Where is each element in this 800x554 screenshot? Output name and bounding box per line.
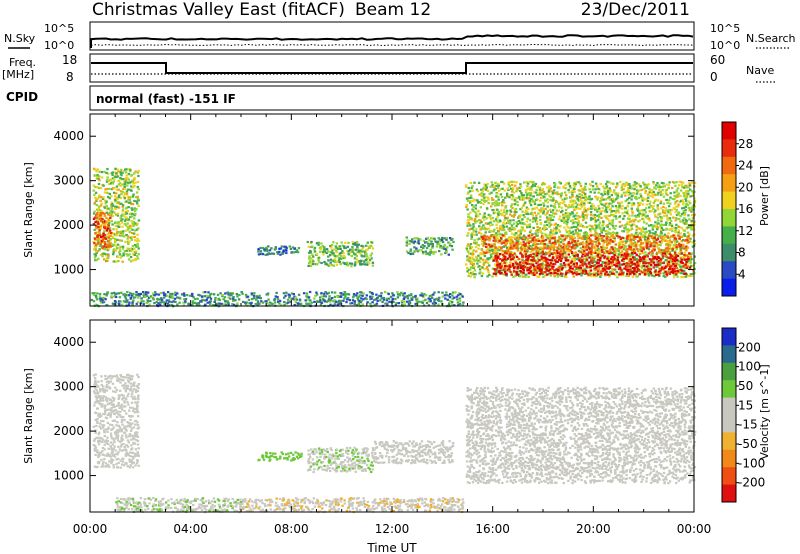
y-tick-label: 1000 [53,469,84,483]
frequency-panel [89,53,695,83]
noise-panel [89,21,695,51]
colorbar-tick-label: 28 [738,137,753,151]
data-region [92,212,113,249]
cpid-label: CPID [6,90,38,104]
nave-label: Nave [746,64,774,77]
power-panel-frame [89,113,695,307]
power-heatmap [90,167,697,308]
colorbar-tick-label: -15 [738,418,758,432]
data-region [306,446,375,474]
freq-tick-high: 18 [62,53,77,67]
noise-tick-low-right: 10^0 [710,39,740,52]
colorbar-tick-label: -200 [738,476,765,490]
nave-tick-low: 0 [710,70,718,84]
data-region [405,236,455,256]
data-region [115,496,243,514]
nave-tick-high: 60 [710,53,725,67]
nsky-trace [90,34,694,48]
cpid-panel [89,85,695,111]
y-tick-label: 4000 [53,335,84,349]
data-region [90,290,465,308]
power-colorbar: 4 8 12 16 20 24 28 [721,121,753,297]
data-region [241,497,465,514]
data-region [465,180,697,279]
colorbar-tick-label: 16 [738,202,753,216]
colorbar-tick-label: 50 [738,379,753,393]
power-axes: 1000 2000 3000 4000 [53,114,695,306]
y-tick-label: 3000 [53,380,84,394]
y-tick-label: 2000 [53,424,84,438]
data-region [92,373,141,469]
velocity-ylabel: Slant Range [km] [22,368,35,464]
freq-unit: [MHz] [2,68,34,81]
time-axis-ticks: 00:00 04:00 08:00 12:00 16:00 20:00 00:00 [73,522,712,536]
beam-label: Beam 12 [355,0,431,20]
colorbar-tick-label: 100 [738,360,761,374]
data-region [492,251,692,276]
velocity-axes: 1000 2000 3000 4000 [53,320,695,512]
noise-tick-high-right: 10^5 [710,22,740,35]
colorbar-tick-label: 12 [738,224,753,238]
data-region [372,440,455,465]
colorbar-tick-label: -100 [738,456,765,470]
data-region [257,451,303,462]
date-label: 23/Dec/2011 [581,0,690,20]
y-tick-label: 1000 [53,263,84,277]
time-axis-label: Time UT [366,541,417,554]
velocity-colorbar-label: Velocity [m s^-1] [758,364,771,459]
noise-tick-high-left: 10^5 [44,22,74,35]
x-tick-label: 00:00 [677,522,712,536]
colorbar-tick-label: 200 [738,340,761,354]
nsearch-trace [90,43,694,47]
x-tick-label: 12:00 [375,522,410,536]
freq-tick-low: 8 [66,70,74,84]
colorbar-tick-label: -50 [738,437,758,451]
cpid-value: normal (fast) -151 IF [96,92,236,106]
y-tick-label: 3000 [53,174,84,188]
frequency-trace [91,62,693,74]
nsearch-label: N.Search [746,32,796,45]
colorbar-tick-label: 24 [738,159,753,173]
velocity-colorbar: 200 100 50 15 -15 -50 -100 -200 [721,327,765,503]
colorbar-tick-label: 15 [738,398,753,412]
x-tick-label: 08:00 [274,522,309,536]
velocity-heatmap [92,373,697,514]
power-ylabel: Slant Range [km] [22,162,35,258]
x-tick-label: 20:00 [576,522,611,536]
data-region [465,386,697,485]
data-region [257,245,301,256]
freq-label: Freq. [9,56,36,69]
data-region [306,240,375,268]
noise-tick-low-left: 10^0 [44,39,74,52]
power-colorbar-label: Power [dB] [758,166,771,226]
colorbar-tick-label: 20 [738,180,753,194]
y-tick-label: 4000 [53,129,84,143]
x-tick-label: 04:00 [173,522,208,536]
colorbar-tick-label: 8 [738,246,746,260]
y-tick-label: 2000 [53,218,84,232]
nsky-label: N.Sky [4,32,36,45]
x-tick-label: 16:00 [475,522,510,536]
data-region [480,234,691,254]
colorbar-tick-label: 4 [738,267,746,281]
figure-title: Christmas Valley East (fitACF) [92,0,345,20]
x-tick-label: 00:00 [73,522,108,536]
